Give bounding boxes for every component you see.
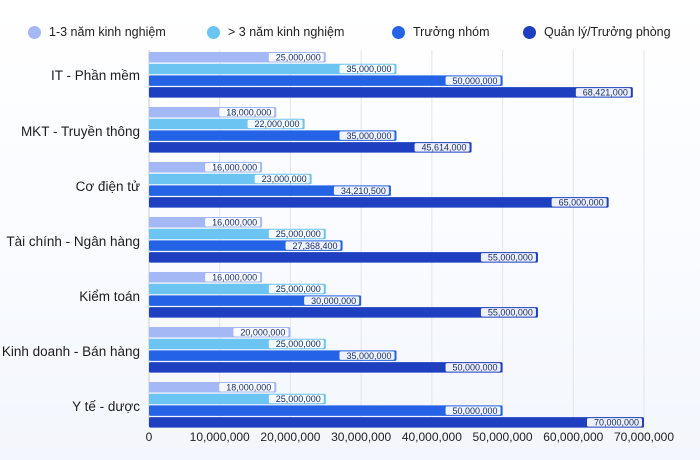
- legend-item-team-lead[interactable]: Trưởng nhóm: [392, 24, 490, 40]
- data-label-bg: [575, 88, 631, 97]
- bar-4: [149, 87, 633, 98]
- data-label-bg: [285, 241, 341, 250]
- data-label: 50,000,000: [453, 76, 498, 86]
- data-label: 27,368,400: [292, 241, 337, 251]
- data-label-bg: [339, 351, 395, 360]
- legend-swatch-over-3-years: [207, 25, 220, 39]
- bar-3: [149, 185, 391, 196]
- category-label-sales: Kinh doanh - Bán hàng: [1, 344, 140, 359]
- bar-4: [149, 362, 503, 373]
- bar-3: [149, 130, 397, 141]
- bar-4: [149, 307, 538, 318]
- data-label: 55,000,000: [488, 253, 533, 263]
- data-label-bg: [268, 229, 324, 239]
- data-label: 55,000,000: [488, 308, 533, 318]
- data-label-bg: [205, 163, 261, 172]
- data-label: 35,000,000: [346, 64, 391, 74]
- legend-item-1-3-years[interactable]: 1-3 năm kinh nghiệm: [28, 24, 166, 40]
- x-tick-label: 0: [146, 430, 153, 444]
- data-label: 18,000,000: [226, 382, 271, 392]
- legend-item-over-3-years[interactable]: > 3 năm kinh nghiệm: [207, 24, 344, 40]
- data-label: 45,614,000: [422, 143, 467, 153]
- data-label: 50,000,000: [453, 363, 498, 373]
- bar-4: [149, 142, 472, 153]
- bar-3: [149, 405, 503, 416]
- data-label: 70,000,000: [594, 418, 639, 428]
- x-tick-label: 40,000,000: [402, 430, 462, 444]
- data-label-bg: [339, 64, 395, 74]
- data-label-bg: [480, 308, 536, 317]
- data-label: 18,000,000: [226, 107, 271, 117]
- category-label-finance-banking: Tài chính - Ngân hàng: [6, 234, 140, 249]
- data-label-bg: [268, 339, 324, 349]
- legend-swatch-manager: [523, 25, 536, 39]
- data-label: 50,000,000: [453, 406, 498, 416]
- data-label: 25,000,000: [276, 394, 321, 404]
- legend-label-team-lead: Trưởng nhóm: [413, 25, 490, 39]
- data-label-bg: [247, 119, 303, 129]
- data-label: 25,000,000: [276, 52, 321, 62]
- x-tick-label: 50,000,000: [473, 430, 533, 444]
- data-label-bg: [445, 76, 501, 85]
- chart-legend: 1-3 năm kinh nghiệm > 3 năm kinh nghiệm …: [0, 0, 700, 44]
- bar-4: [149, 197, 609, 208]
- data-label-bg: [219, 108, 275, 117]
- data-label: 25,000,000: [276, 284, 321, 294]
- data-label-bg: [304, 296, 360, 305]
- data-label: 68,421,000: [583, 88, 628, 98]
- data-label: 22,000,000: [255, 119, 300, 129]
- data-label: 16,000,000: [212, 162, 257, 172]
- x-tick-label: 70,000,000: [614, 430, 674, 444]
- legend-swatch-1-3-years: [28, 25, 41, 39]
- x-tick-label: 60,000,000: [543, 430, 603, 444]
- data-label-bg: [445, 363, 501, 372]
- x-tick-label: 20,000,000: [260, 430, 320, 444]
- category-label-mechatronics: Cơ điện tử: [75, 179, 140, 194]
- data-label: 34,210,500: [341, 186, 386, 196]
- x-tick-label: 30,000,000: [331, 430, 391, 444]
- legend-label-manager: Quản lý/Trưởng phòng: [544, 25, 671, 39]
- data-label: 65,000,000: [559, 198, 604, 208]
- data-label-bg: [254, 174, 310, 184]
- data-label-bg: [268, 53, 324, 62]
- data-label: 35,000,000: [346, 131, 391, 141]
- bar-2: [149, 63, 397, 75]
- data-label-bg: [445, 406, 501, 415]
- data-label-bg: [551, 198, 607, 207]
- data-label: 30,000,000: [311, 296, 356, 306]
- category-label-it: IT - Phần mềm: [50, 68, 140, 83]
- bar-4: [149, 252, 538, 263]
- data-label: 25,000,000: [276, 339, 321, 349]
- data-label: 16,000,000: [212, 272, 257, 282]
- data-label-bg: [205, 273, 261, 282]
- category-label-healthcare: Y tế - dược: [72, 399, 140, 414]
- category-label-mkt: MKT - Truyền thông: [20, 124, 140, 139]
- data-label: 25,000,000: [276, 229, 321, 239]
- data-label-bg: [268, 284, 324, 294]
- legend-item-manager[interactable]: Quản lý/Trưởng phòng: [523, 24, 671, 40]
- data-label-bg: [233, 328, 289, 337]
- data-label-bg: [480, 253, 536, 262]
- x-tick-label: 10,000,000: [190, 430, 250, 444]
- category-label-audit: Kiểm toán: [79, 289, 140, 304]
- data-label-bg: [414, 143, 470, 152]
- data-label: 20,000,000: [240, 327, 285, 337]
- data-label-bg: [205, 218, 261, 227]
- bar-3: [149, 350, 397, 361]
- data-label-bg: [219, 383, 275, 392]
- bar-3: [149, 75, 503, 86]
- bar-4: [149, 417, 644, 428]
- legend-label-over-3-years: > 3 năm kinh nghiệm: [228, 25, 345, 39]
- data-label-bg: [587, 418, 642, 427]
- data-label: 16,000,000: [212, 217, 257, 227]
- data-label-bg: [339, 131, 395, 140]
- data-label: 23,000,000: [262, 174, 307, 184]
- data-label-bg: [268, 394, 324, 404]
- legend-swatch-team-lead: [392, 25, 405, 39]
- data-label-bg: [333, 186, 389, 195]
- data-label: 35,000,000: [346, 351, 391, 361]
- legend-label-1-3-years: 1-3 năm kinh nghiệm: [49, 25, 166, 39]
